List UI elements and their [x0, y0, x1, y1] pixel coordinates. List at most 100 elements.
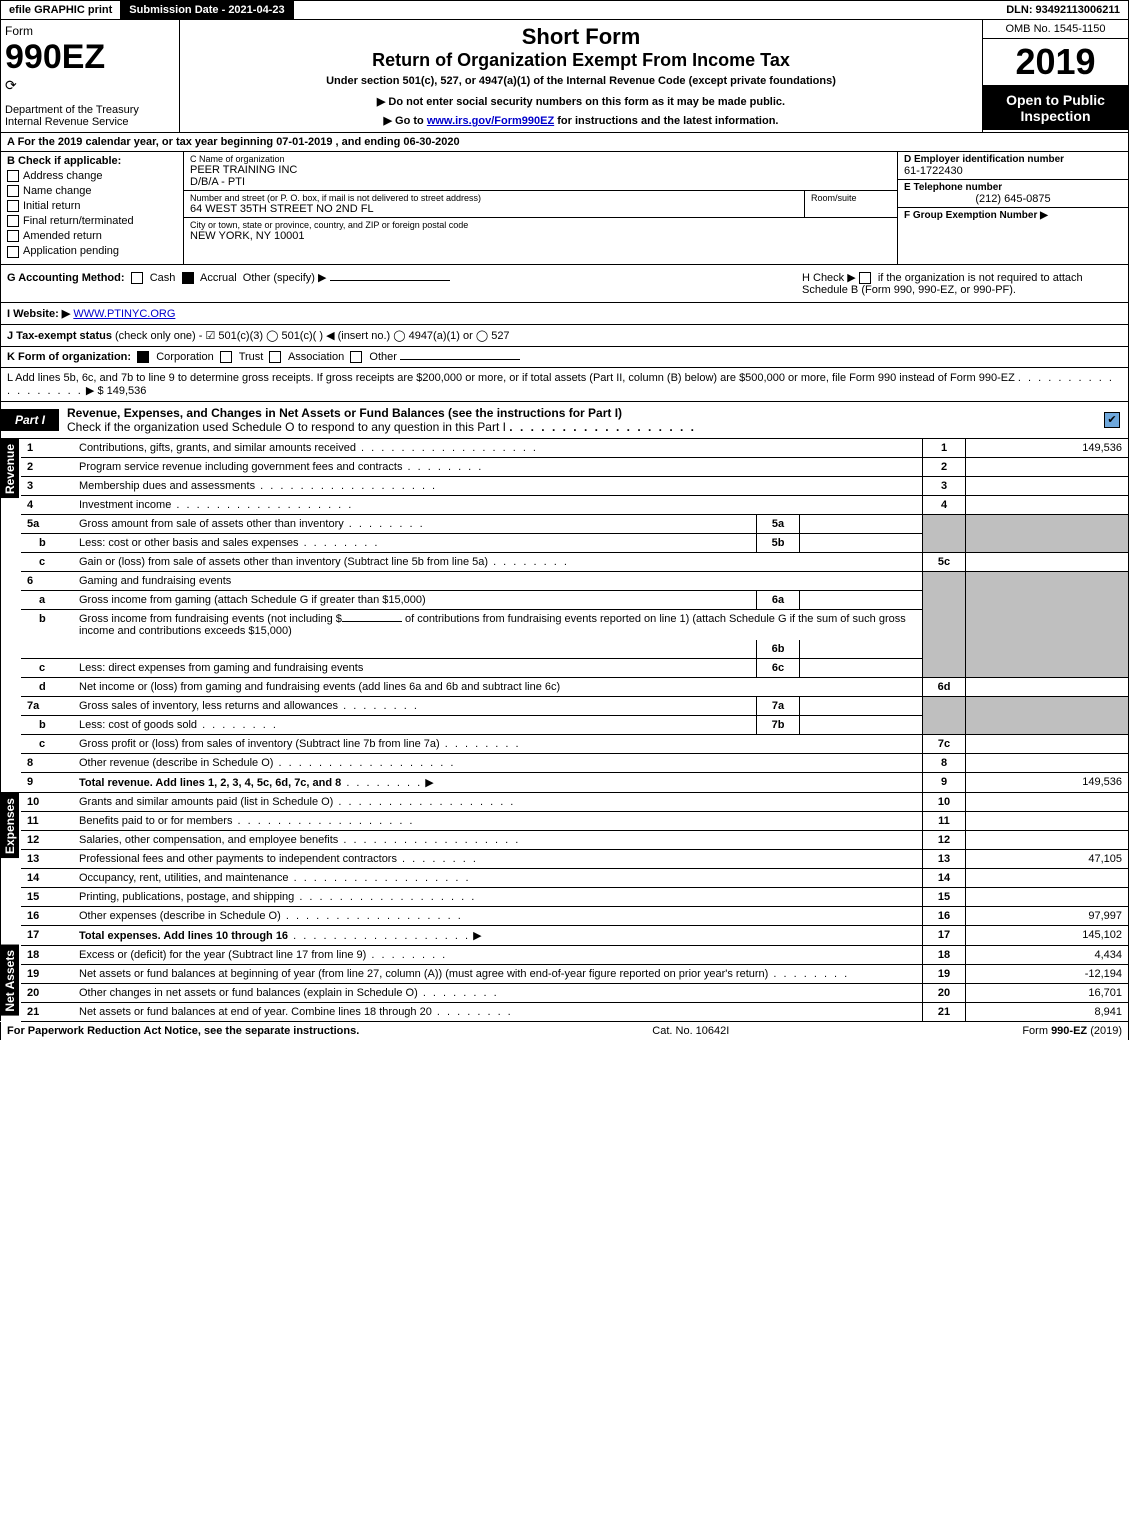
table-row: 8 Other revenue (describe in Schedule O)… — [1, 753, 1129, 772]
top-bar: efile GRAPHIC print Submission Date - 20… — [0, 0, 1129, 20]
right-info-block: D Employer identification number 61-1722… — [898, 152, 1128, 264]
goto-pre: ▶ Go to — [384, 115, 427, 127]
table-row: 6b — [1, 640, 1129, 659]
short-form-title: Short Form — [188, 24, 974, 50]
org-name-cell: C Name of organization PEER TRAINING INC… — [184, 152, 897, 191]
chk-corporation[interactable] — [137, 351, 149, 363]
chk-final-return[interactable]: Final return/terminated — [7, 215, 177, 227]
checkbox-icon — [7, 170, 19, 182]
chk-address-change[interactable]: Address change — [7, 170, 177, 182]
other-method-input[interactable] — [330, 280, 450, 281]
table-row: a Gross income from gaming (attach Sched… — [1, 590, 1129, 609]
header-left: Form 990EZ ⟳ Department of the Treasury … — [1, 20, 180, 132]
header-mid: Short Form Return of Organization Exempt… — [180, 20, 983, 132]
phone-value: (212) 645-0875 — [904, 193, 1122, 205]
row-k-form-org: K Form of organization: Corporation Trus… — [0, 347, 1129, 368]
chk-initial-return[interactable]: Initial return — [7, 200, 177, 212]
chk-name-change[interactable]: Name change — [7, 185, 177, 197]
chk-cash[interactable] — [131, 272, 143, 284]
chk-schedule-b[interactable] — [859, 272, 871, 284]
other-org-input[interactable] — [400, 359, 520, 360]
chk-amended-return[interactable]: Amended return — [7, 230, 177, 242]
table-row: c Gross profit or (loss) from sales of i… — [1, 734, 1129, 753]
line-a-tax-year: A For the 2019 calendar year, or tax yea… — [0, 133, 1129, 152]
schedule-o-checkbox[interactable]: ✔ — [1104, 412, 1120, 428]
room-cell: Room/suite — [805, 191, 897, 217]
room-label: Room/suite — [811, 193, 891, 203]
fundraising-amount-input[interactable] — [342, 621, 402, 622]
goto-line: ▶ Go to www.irs.gov/Form990EZ for instru… — [188, 114, 974, 127]
f-label: F Group Exemption Number ▶ — [904, 210, 1122, 221]
chk-other-org[interactable] — [350, 351, 362, 363]
table-row: c Less: direct expenses from gaming and … — [1, 658, 1129, 677]
city-value: NEW YORK, NY 10001 — [190, 230, 891, 242]
table-row: 5a Gross amount from sale of assets othe… — [1, 514, 1129, 533]
form-header: Form 990EZ ⟳ Department of the Treasury … — [0, 20, 1129, 133]
table-row: d Net income or (loss) from gaming and f… — [1, 677, 1129, 696]
irs-gov-link[interactable]: www.irs.gov/Form990EZ — [427, 115, 554, 127]
arrow-icon: ▶ — [86, 385, 94, 397]
table-row: Net Assets 18 Excess or (deficit) for th… — [1, 945, 1129, 964]
table-row: Expenses 10 Grants and similar amounts p… — [1, 792, 1129, 811]
addr-value: 64 WEST 35TH STREET NO 2ND FL — [190, 203, 798, 215]
row-i-website: I Website: ▶ WWW.PTINYC.ORG — [0, 303, 1129, 325]
k-label: K Form of organization: — [7, 351, 131, 363]
form-number: 990EZ — [5, 38, 175, 77]
return-subtitle: Return of Organization Exempt From Incom… — [188, 50, 974, 71]
part1-table: Revenue 1 Contributions, gifts, grants, … — [0, 439, 1129, 1022]
recycle-icon: ⟳ — [5, 77, 17, 93]
ein-value: 61-1722430 — [904, 165, 1122, 177]
checkbox-icon — [7, 185, 19, 197]
check-if-applicable: B Check if applicable: Address change Na… — [1, 152, 184, 264]
catalog-number: Cat. No. 10642I — [652, 1025, 729, 1037]
table-row: c Gain or (loss) from sale of assets oth… — [1, 552, 1129, 571]
form-version: Form 990-EZ (2019) — [1022, 1025, 1122, 1037]
table-row: Revenue 1 Contributions, gifts, grants, … — [1, 439, 1129, 458]
chk-accrual[interactable] — [182, 272, 194, 284]
omb-number: OMB No. 1545-1150 — [983, 20, 1128, 39]
ein-cell: D Employer identification number 61-1722… — [898, 152, 1128, 180]
chk-association[interactable] — [269, 351, 281, 363]
chk-application-pending[interactable]: Application pending — [7, 245, 177, 257]
city-cell: City or town, state or province, country… — [184, 218, 897, 244]
submission-date-cell: Submission Date - 2021-04-23 — [121, 1, 293, 19]
table-row: b Less: cost or other basis and sales ex… — [1, 533, 1129, 552]
goto-post: for instructions and the latest informat… — [554, 115, 778, 127]
j-options: (check only one) - ☑ 501(c)(3) ◯ 501(c)(… — [112, 330, 510, 342]
c-label: C Name of organization — [190, 154, 891, 164]
website-link[interactable]: WWW.PTINYC.ORG — [73, 308, 175, 320]
form-word: Form — [5, 24, 175, 38]
b-label: B Check if applicable: — [7, 155, 177, 167]
department-label: Department of the Treasury — [5, 104, 175, 116]
table-row: 19 Net assets or fund balances at beginn… — [1, 964, 1129, 983]
part-tag: Part I — [1, 409, 59, 431]
arrow-icon — [470, 930, 482, 942]
chk-trust[interactable] — [220, 351, 232, 363]
table-row: 14 Occupancy, rent, utilities, and maint… — [1, 868, 1129, 887]
section-b: B Check if applicable: Address change Na… — [0, 152, 1129, 265]
org-identity-block: C Name of organization PEER TRAINING INC… — [184, 152, 898, 264]
table-row: 21 Net assets or fund balances at end of… — [1, 1002, 1129, 1021]
group-exempt-cell: F Group Exemption Number ▶ — [898, 208, 1128, 223]
row-g-h: G Accounting Method: Cash Accrual Other … — [0, 265, 1129, 303]
table-row: 16 Other expenses (describe in Schedule … — [1, 906, 1129, 925]
part-desc: Revenue, Expenses, and Changes in Net As… — [59, 402, 1104, 438]
addr-row: Number and street (or P. O. box, if mail… — [184, 191, 897, 218]
table-row: 6 Gaming and fundraising events — [1, 571, 1129, 590]
h-pre: H Check ▶ — [802, 272, 859, 284]
table-row: b Gross income from fundraising events (… — [1, 609, 1129, 640]
e-label: E Telephone number — [904, 182, 1122, 193]
street-cell: Number and street (or P. O. box, if mail… — [184, 191, 805, 217]
part-1-header: Part I Revenue, Expenses, and Changes in… — [0, 402, 1129, 439]
irs-label: Internal Revenue Service — [5, 116, 175, 128]
tax-year: 2019 — [983, 39, 1128, 86]
l-amount: $ 149,536 — [97, 385, 146, 397]
table-row: 11 Benefits paid to or for members 11 — [1, 811, 1129, 830]
header-right: OMB No. 1545-1150 2019 Open to Public In… — [983, 20, 1128, 132]
ssn-notice: ▶ Do not enter social security numbers o… — [188, 95, 974, 108]
table-row: 13 Professional fees and other payments … — [1, 849, 1129, 868]
table-row: 4 Investment income 4 — [1, 495, 1129, 514]
paperwork-notice: For Paperwork Reduction Act Notice, see … — [7, 1025, 359, 1037]
checkbox-icon — [7, 200, 19, 212]
accounting-method: G Accounting Method: Cash Accrual Other … — [1, 265, 796, 302]
